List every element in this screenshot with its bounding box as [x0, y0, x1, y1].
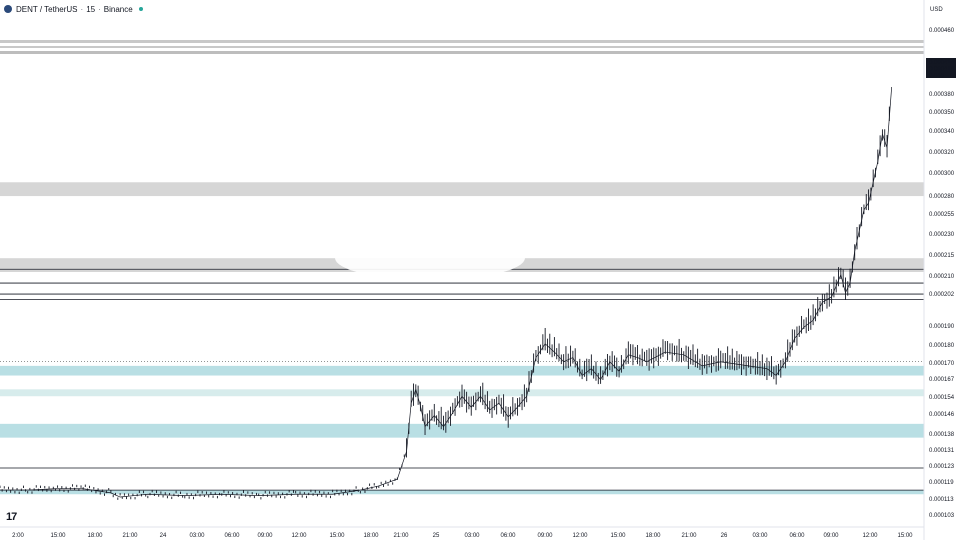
band-top-2: [0, 46, 924, 48]
x-tick-label: 25: [433, 533, 440, 539]
y-tick-label: 0.000131: [929, 448, 955, 454]
y-tick-label: 0.000210: [929, 274, 955, 280]
y-tick-label: 0.000460: [929, 28, 955, 34]
y-tick-label: 0.000138: [929, 432, 955, 438]
y-tick-label: 0.000190: [929, 324, 955, 330]
current-price-label: 0.000414: [929, 67, 955, 73]
y-tick-label: 0.000146: [929, 412, 955, 418]
x-tick-label: 09:00: [823, 533, 839, 539]
current-price-box: [926, 58, 956, 78]
x-tick-label: 18:00: [645, 533, 661, 539]
x-tick-label: 12:00: [291, 533, 307, 539]
y-tick-label: 0.000170: [929, 361, 955, 367]
x-tick-label: 06:00: [224, 533, 240, 539]
x-tick-label: 21:00: [393, 533, 409, 539]
x-tick-label: 24: [160, 533, 167, 539]
y-tick-label: 0.000380: [929, 92, 955, 98]
interval-label[interactable]: 15: [86, 4, 96, 14]
y-tick-label: 0.000202: [929, 292, 955, 298]
x-tick-label: 12:00: [862, 533, 878, 539]
x-tick-label: 2:00: [12, 533, 24, 539]
x-tick-label: 03:00: [752, 533, 768, 539]
y-tick-label: 0.000123: [929, 464, 955, 470]
price-axis-bg: [924, 0, 960, 540]
x-tick-label: 09:00: [537, 533, 553, 539]
y-tick-label: 0.000320: [929, 150, 955, 156]
y-tick-label: 0.000255: [929, 212, 955, 218]
x-tick-label: 06:00: [500, 533, 516, 539]
x-tick-label: 18:00: [363, 533, 379, 539]
market-status-dot-icon: [138, 7, 143, 11]
band-top-1: [0, 40, 924, 43]
band-top-3: [0, 51, 924, 54]
y-tick-label: 0.000280: [929, 194, 955, 200]
x-tick-label: 21:00: [122, 533, 138, 539]
x-tick-label: 15:00: [50, 533, 66, 539]
x-tick-label: 03:00: [464, 533, 480, 539]
y-tick-label: 0.000230: [929, 232, 955, 238]
watermark-overlay: [335, 236, 525, 280]
x-tick-label: 12:00: [572, 533, 588, 539]
zone-5: [0, 182, 924, 197]
x-tick-label: 26: [721, 533, 728, 539]
symbol-logo-icon: [4, 5, 12, 13]
x-tick-label: 15:00: [329, 533, 345, 539]
y-tick-label: 0.000119: [929, 480, 954, 486]
y-tick-label: 0.000113: [929, 497, 954, 503]
y-tick-label: 0.000340: [929, 129, 955, 135]
zone-2: [0, 490, 924, 495]
chart-header: DENT / TetherUS · 15 · Binance: [4, 2, 143, 16]
header-separator: ·: [80, 4, 84, 14]
x-tick-label: 15:00: [610, 533, 626, 539]
y-tick-label: 0.000167: [929, 377, 955, 383]
x-tick-label: 15:00: [897, 533, 913, 539]
exchange-label: Binance: [103, 4, 133, 14]
x-tick-label: 06:00: [789, 533, 805, 539]
symbol-name[interactable]: DENT / TetherUS: [16, 4, 78, 14]
y-tick-label: 0.000300: [929, 171, 955, 177]
current-price-label: 0.000414: [929, 60, 955, 66]
tradingview-logo-icon: 17: [6, 511, 17, 523]
y-tick-label: 0.000180: [929, 343, 955, 349]
currency-label: USD: [930, 7, 943, 13]
x-tick-label: 03:00: [189, 533, 205, 539]
y-tick-label: 0.000350: [929, 110, 955, 116]
zone-0: [0, 365, 924, 376]
x-tick-label: 21:00: [681, 533, 697, 539]
x-tick-label: 18:00: [87, 533, 103, 539]
y-tick-label: 0.000215: [929, 253, 955, 259]
y-tick-label: 0.000103: [929, 513, 955, 519]
current-price-label: 07:48: [929, 73, 945, 79]
y-tick-label: 0.000154: [929, 395, 955, 401]
x-tick-label: 09:00: [257, 533, 273, 539]
zone-1: [0, 423, 924, 438]
header-separator: ·: [98, 4, 101, 14]
price-line: [0, 86, 893, 498]
